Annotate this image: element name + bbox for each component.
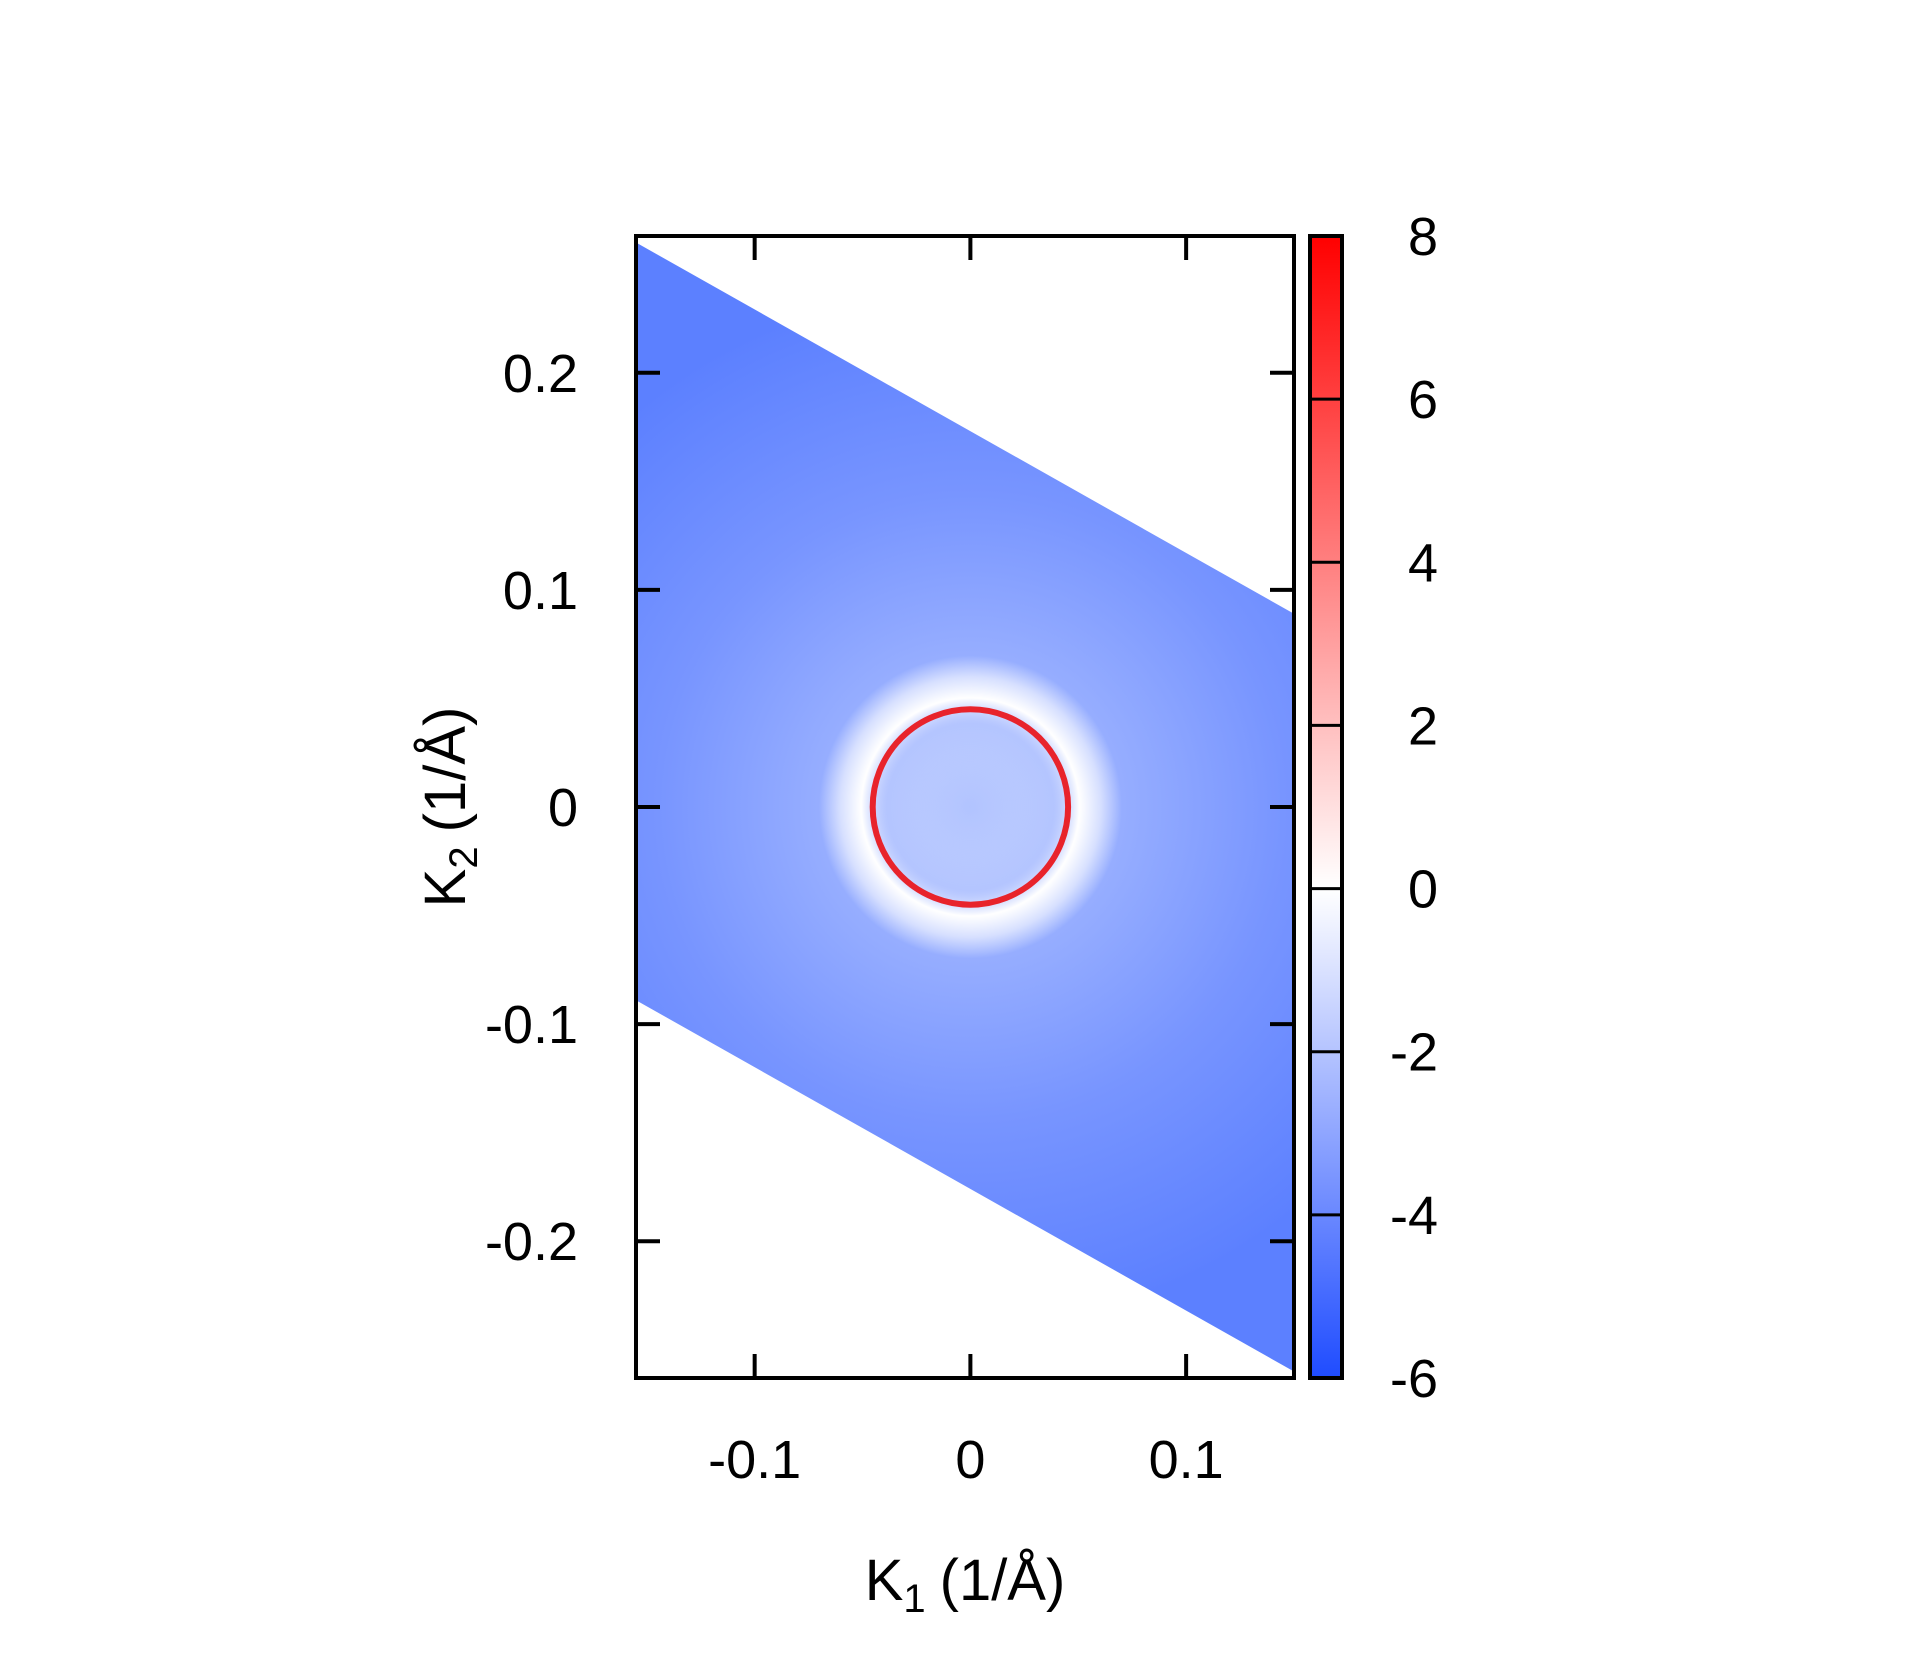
ring-halo [818,655,1122,959]
x-axis-label: K1 (1/Å) [865,1548,1066,1621]
colorbar-ticks: 8 6 4 2 0 -2 -4 -6 [1310,207,1438,1409]
y-label-unit: (1/Å) [413,707,478,833]
x-label-main: K [865,1548,904,1613]
y-tick-label: 0.1 [503,561,578,621]
colorbar-tick-label: 6 [1408,370,1438,430]
x-ticks: -0.1 0 0.1 [708,236,1224,1490]
y-tick-label: 0.2 [503,344,578,404]
ring-mark [869,706,1072,908]
x-tick-label: 0.1 [1149,1430,1224,1490]
colorbar-tick-label: -2 [1390,1023,1438,1083]
x-label-unit: (1/Å) [940,1548,1066,1613]
y-tick-label: 0 [548,778,578,838]
colorbar-tick-label: 2 [1408,696,1438,756]
colorbar-tick-label: -4 [1390,1186,1438,1246]
colorbar-tick-label: -6 [1390,1349,1438,1409]
y-label-main: K [413,868,478,907]
colorbar-tick-label: 4 [1408,533,1438,593]
x-label-sub: 1 [903,1577,925,1621]
colorbar [1308,234,1344,1380]
plot-area [636,242,1294,1372]
y-tick-label: -0.2 [485,1212,578,1272]
y-ticks: 0.2 0.1 0 -0.1 -0.2 [485,344,1294,1272]
y-tick-label: -0.1 [485,995,578,1055]
colorbar-tick-label: 8 [1408,207,1438,267]
y-axis-label: K2 (1/Å) [413,707,486,908]
y-label-sub: 2 [442,846,486,868]
x-tick-label: -0.1 [708,1430,801,1490]
x-tick-label: 0 [955,1430,985,1490]
colorbar-tick-label: 0 [1408,860,1438,920]
